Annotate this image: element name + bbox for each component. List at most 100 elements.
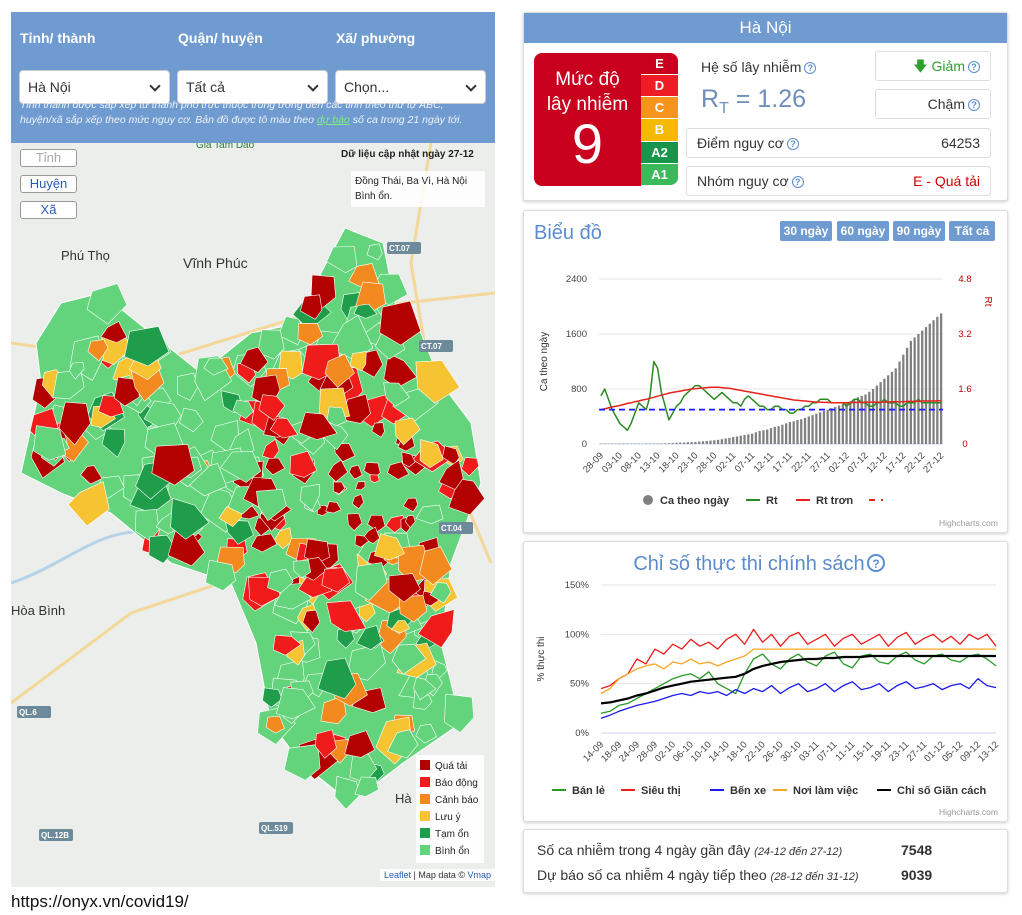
y2-tick-label: 4.8 bbox=[958, 274, 971, 285]
attribution-link[interactable]: Vmap bbox=[467, 870, 491, 880]
road-badge bbox=[39, 829, 73, 841]
range-button-label[interactable]: 60 ngày bbox=[841, 224, 886, 238]
map-region bbox=[391, 644, 427, 675]
legend-label[interactable]: Rt bbox=[766, 495, 778, 507]
range-button[interactable] bbox=[780, 221, 832, 241]
road-badge bbox=[17, 706, 51, 718]
bar bbox=[792, 421, 795, 444]
series-line bbox=[600, 628, 997, 690]
range-button[interactable] bbox=[949, 221, 995, 241]
map-level-button[interactable]: Tỉnh bbox=[20, 149, 77, 167]
map-region bbox=[349, 351, 367, 372]
map-region bbox=[80, 465, 103, 485]
range-button[interactable] bbox=[893, 221, 945, 241]
map-label: QL.12B bbox=[41, 831, 69, 840]
range-button-label[interactable]: 30 ngày bbox=[784, 224, 829, 238]
x-tick-label: 13-12 bbox=[976, 739, 1001, 764]
map-region bbox=[324, 353, 355, 388]
note-text: số ca trong 21 ngày tới. bbox=[349, 114, 463, 126]
bar bbox=[917, 334, 920, 444]
province-select[interactable]: Hà Nội bbox=[19, 70, 170, 104]
range-button-label[interactable]: Tất cả bbox=[955, 224, 990, 238]
rt-value-row: RT = 1.26 bbox=[701, 85, 806, 118]
legend-label[interactable]: Siêu thị bbox=[641, 785, 681, 797]
legend-label[interactable]: Rt trơn bbox=[816, 495, 853, 507]
help-icon[interactable]: ? bbox=[787, 138, 799, 150]
help-icon-text: ? bbox=[872, 557, 879, 571]
map-region bbox=[387, 461, 410, 480]
bar bbox=[645, 443, 648, 444]
map[interactable]: Phú Thọ Vĩnh Phúc Hòa Bình Hà CT.07 CT.07 CT.0… bbox=[11, 143, 495, 887]
help-icon[interactable]: ? bbox=[804, 62, 817, 74]
level-step: B bbox=[641, 119, 678, 142]
map-label: CT.07 bbox=[421, 342, 442, 351]
policy-chart-card: Chỉ số thực thi chính sách? 0% 50% 100% 150%… bbox=[523, 541, 1008, 822]
x-tick-label: 02-11 bbox=[714, 450, 738, 474]
map-region bbox=[167, 527, 206, 567]
rt-symbol: R bbox=[701, 85, 720, 113]
legend-symbol bbox=[643, 495, 653, 505]
map-region bbox=[348, 464, 363, 480]
bar bbox=[837, 405, 841, 444]
series-line bbox=[600, 386, 942, 411]
legend-swatch bbox=[420, 845, 430, 855]
bar bbox=[890, 371, 894, 444]
map-region bbox=[346, 513, 363, 532]
map-update: Dữ liệu cập nhật ngày 27-12 bbox=[341, 149, 474, 160]
bar bbox=[819, 412, 822, 444]
legend-label[interactable]: Ca theo ngày bbox=[660, 495, 730, 507]
district-select[interactable]: Tất cả bbox=[177, 70, 328, 104]
bar bbox=[705, 440, 708, 444]
forecast-range: (28-12 đến 31-12) bbox=[770, 871, 859, 883]
map-region bbox=[354, 562, 388, 601]
forecast-card: Số ca nhiễm trong 4 ngày gần đây (24-12 … bbox=[523, 829, 1008, 893]
bar bbox=[769, 428, 773, 444]
legend-label[interactable]: Chỉ số Giãn cách bbox=[897, 785, 987, 797]
bar bbox=[679, 442, 682, 444]
bar bbox=[868, 391, 871, 444]
x-tick-label: 03-10 bbox=[600, 450, 625, 475]
legend-swatch bbox=[420, 777, 430, 787]
ward-select[interactable]: Chọn... bbox=[335, 70, 486, 104]
y2-axis-title: Rt bbox=[982, 297, 993, 307]
attribution-link[interactable]: Leaflet bbox=[383, 870, 411, 880]
map-level-button[interactable]: Xã bbox=[20, 201, 77, 219]
note-link[interactable]: dự báo bbox=[316, 114, 350, 126]
forecast-label: Dự báo số ca nhiễm 4 ngày tiếp theo bbox=[537, 867, 767, 883]
y2-tick-label: 3.2 bbox=[958, 329, 971, 340]
bar bbox=[815, 413, 818, 444]
map-region bbox=[374, 533, 405, 561]
bar bbox=[758, 430, 761, 444]
map-level-button[interactable]: Huyện bbox=[20, 175, 77, 193]
map-region bbox=[272, 634, 302, 656]
legend-label[interactable]: Bán lẻ bbox=[572, 785, 605, 797]
map-region bbox=[394, 417, 421, 446]
map-region bbox=[269, 418, 299, 439]
bar bbox=[698, 441, 701, 444]
y-axis-title: Ca theo ngày bbox=[539, 332, 550, 392]
help-icon[interactable]: ? bbox=[968, 61, 980, 73]
help-icon[interactable]: ? bbox=[968, 99, 980, 111]
bar bbox=[709, 440, 712, 444]
map-region bbox=[461, 457, 480, 477]
level-step: A1 bbox=[641, 163, 678, 186]
forecast-label: Số ca nhiễm trong 4 ngày gần đây bbox=[537, 842, 751, 858]
map-canvas: Phú Thọ Vĩnh Phúc Hòa Bình Hà CT.07 CT.07 CT.0… bbox=[11, 143, 495, 841]
help-icon[interactable]: ? bbox=[791, 176, 804, 188]
footer-url[interactable]: https://onyx.vn/covid19/ bbox=[11, 892, 189, 911]
map-region bbox=[87, 339, 109, 362]
level-step: E bbox=[641, 53, 678, 76]
map-region bbox=[417, 609, 455, 649]
map-region bbox=[336, 628, 355, 649]
y-tick-label: 2400 bbox=[566, 274, 587, 285]
legend-label[interactable]: Nơi làm việc bbox=[793, 785, 858, 797]
rt-speed: Chậm bbox=[927, 96, 965, 112]
legend-row: Báo động bbox=[420, 775, 480, 792]
filter-note: Tỉnh thành được sắp xếp từ thành phố trự… bbox=[20, 98, 488, 128]
map-region bbox=[170, 497, 210, 540]
bar bbox=[735, 436, 739, 444]
legend-label[interactable]: Bến xe bbox=[730, 785, 766, 797]
range-button-label[interactable]: 90 ngày bbox=[897, 224, 942, 238]
range-button[interactable] bbox=[837, 221, 889, 241]
